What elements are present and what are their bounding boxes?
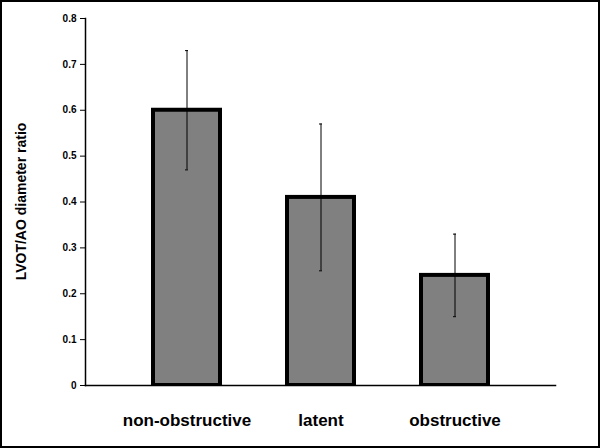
svg-text:0: 0 (71, 380, 77, 391)
svg-text:0.4: 0.4 (63, 196, 77, 207)
svg-text:non-obstructive: non-obstructive (123, 411, 251, 430)
svg-text:0.7: 0.7 (63, 59, 77, 70)
svg-text:0.8: 0.8 (63, 13, 77, 24)
svg-text:latent: latent (298, 411, 344, 430)
svg-text:0.1: 0.1 (63, 334, 77, 345)
svg-text:0.6: 0.6 (63, 104, 77, 115)
svg-text:0.5: 0.5 (63, 150, 77, 161)
svg-text:0.3: 0.3 (63, 242, 77, 253)
svg-text:LVOT/AO diameter ratio: LVOT/AO diameter ratio (13, 123, 29, 281)
svg-text:obstructive: obstructive (409, 411, 501, 430)
svg-text:0.2: 0.2 (63, 288, 77, 299)
